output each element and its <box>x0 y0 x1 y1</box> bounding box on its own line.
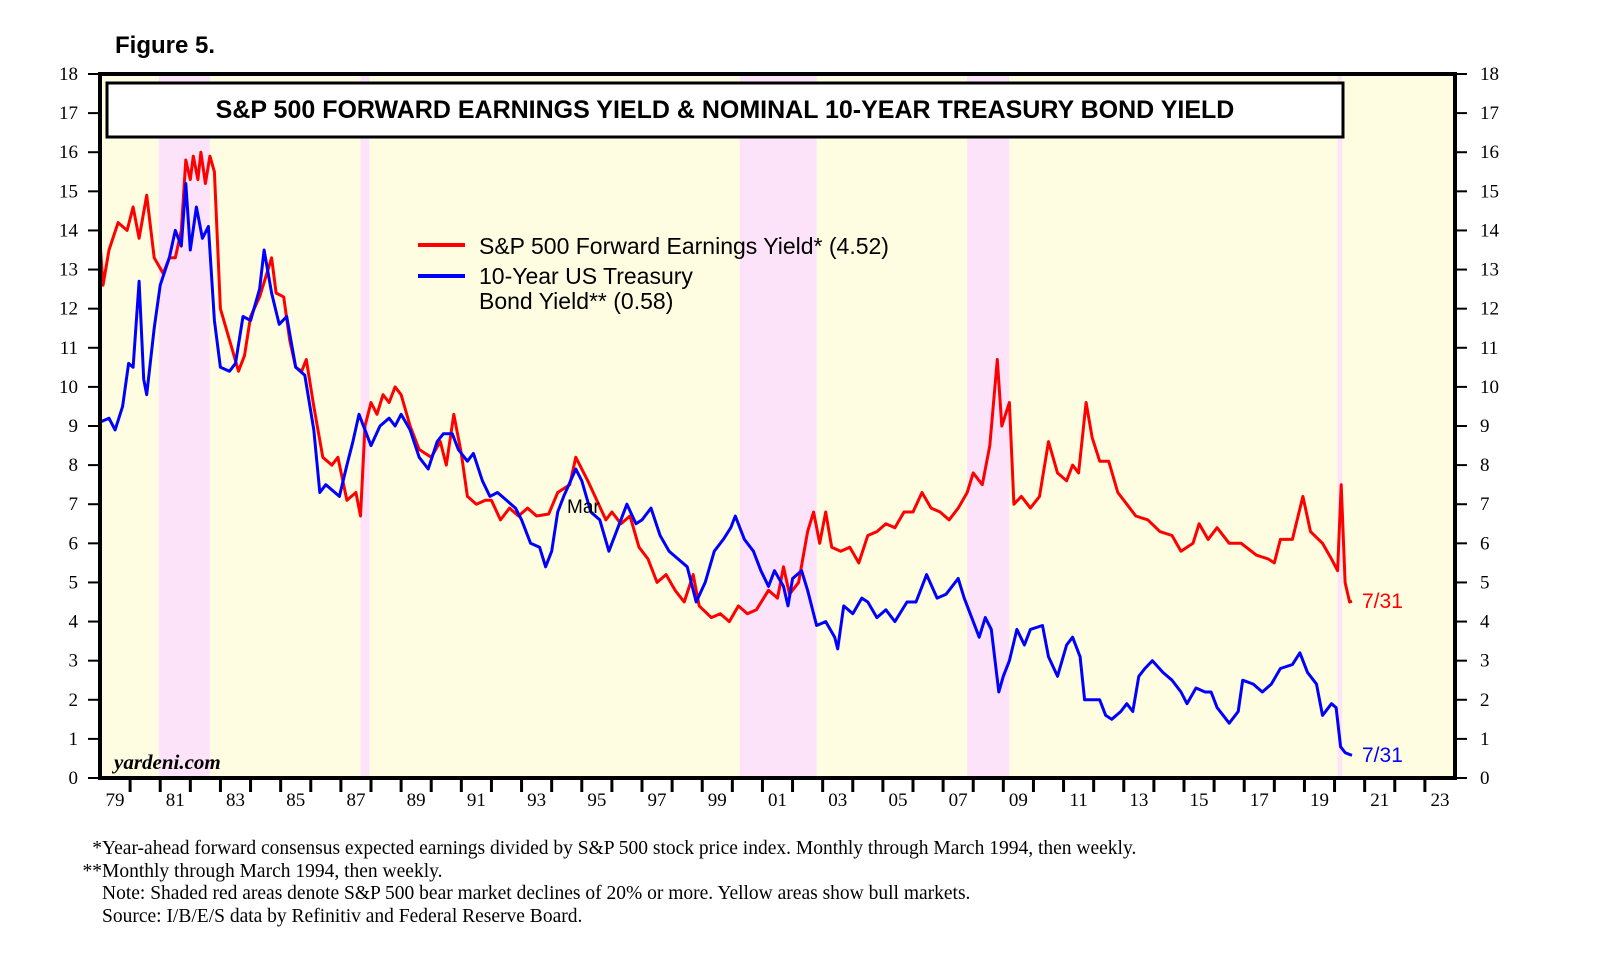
x-tick-label: 01 <box>768 790 787 811</box>
y-tick-label-right: 10 <box>1480 377 1499 398</box>
y-tick-label-right: 17 <box>1480 103 1499 124</box>
x-tick-label: 83 <box>226 790 245 811</box>
x-tick-label: 15 <box>1190 790 1209 811</box>
y-tick-label-right: 15 <box>1480 181 1499 202</box>
watermark: yardeni.com <box>111 750 221 774</box>
x-tick-label: 09 <box>1009 790 1028 811</box>
y-tick-label-left: 4 <box>69 612 79 633</box>
y-tick-label-right: 2 <box>1480 690 1490 711</box>
y-tick-label-right: 7 <box>1480 494 1490 515</box>
legend: S&P 500 Forward Earnings Yield* (4.52) 1… <box>418 233 889 314</box>
figure-label: Figure 5. <box>115 32 216 59</box>
x-tick-label: 21 <box>1370 790 1389 811</box>
x-tick-label: 93 <box>527 790 546 811</box>
y-tick-label-right: 4 <box>1480 612 1490 633</box>
y-tick-label-left: 13 <box>59 260 78 281</box>
y-tick-label-right: 9 <box>1480 416 1490 437</box>
footnote: ** Monthly through March 1994, then weekl… <box>62 861 1136 884</box>
y-tick-label-right: 3 <box>1480 651 1490 672</box>
x-tick-label: 11 <box>1069 790 1087 811</box>
y-tick-label-left: 16 <box>59 142 78 163</box>
end-label-red: 7/31 <box>1362 590 1403 613</box>
y-tick-label-left: 5 <box>69 572 79 593</box>
x-tick-label: 91 <box>467 790 486 811</box>
y-tick-label-left: 11 <box>60 338 78 359</box>
footnotes: * Year-ahead forward consensus expected e… <box>62 838 1137 929</box>
footnote: * Year-ahead forward consensus expected e… <box>62 838 1136 861</box>
x-tick-label: 13 <box>1129 790 1148 811</box>
y-tick-label-left: 8 <box>69 455 79 476</box>
y-tick-label-left: 15 <box>59 181 78 202</box>
x-tick-label: 07 <box>949 790 968 811</box>
y-tick-label-left: 18 <box>59 64 78 85</box>
x-tick-label: 03 <box>828 790 847 811</box>
y-tick-label-left: 9 <box>69 416 79 437</box>
x-tick-label: 81 <box>166 790 185 811</box>
chart-title: S&P 500 FORWARD EARNINGS YIELD & NOMINAL… <box>216 96 1235 124</box>
y-tick-label-left: 7 <box>69 494 79 515</box>
footnote-marker <box>62 906 102 929</box>
bear-market-band <box>739 74 817 778</box>
y-tick-label-right: 18 <box>1480 64 1499 85</box>
x-tick-label: 17 <box>1250 790 1269 811</box>
y-tick-label-right: 16 <box>1480 142 1499 163</box>
y-tick-label-right: 14 <box>1480 220 1500 241</box>
y-tick-label-right: 13 <box>1480 260 1499 281</box>
treasury-yield-line <box>99 182 1353 757</box>
y-tick-label-right: 5 <box>1480 572 1490 593</box>
footnote: Note: Shaded red areas denote S&P 500 be… <box>62 883 1136 906</box>
footnote-text: Note: Shaded red areas denote S&P 500 be… <box>102 883 971 904</box>
legend-label-red: S&P 500 Forward Earnings Yield* (4.52) <box>479 233 889 259</box>
footnote-text: Monthly through March 1994, then weekly. <box>102 860 443 882</box>
y-tick-label-left: 17 <box>59 103 78 124</box>
y-tick-label-left: 2 <box>69 690 79 711</box>
y-tick-label-right: 12 <box>1480 299 1499 320</box>
y-tick-label-left: 1 <box>69 729 79 750</box>
annotation-mar: Mar <box>567 497 600 518</box>
x-tick-label: 23 <box>1430 790 1449 811</box>
x-tick-label: 95 <box>587 790 606 811</box>
y-tick-label-left: 3 <box>69 651 79 672</box>
y-tick-label-right: 11 <box>1480 338 1498 359</box>
x-tick-label: 99 <box>708 790 727 811</box>
x-tick-label: 79 <box>106 790 125 811</box>
y-tick-label-left: 12 <box>59 299 78 320</box>
footnote-marker: ** <box>82 860 103 882</box>
footnote-marker: * <box>92 838 102 859</box>
y-tick-label-right: 0 <box>1480 768 1490 789</box>
x-tick-label: 85 <box>286 790 305 811</box>
x-tick-label: 97 <box>648 790 667 811</box>
footnote-text: Year-ahead forward consensus expected ea… <box>102 838 1137 859</box>
y-tick-label-right: 8 <box>1480 455 1490 476</box>
y-tick-label-right: 6 <box>1480 533 1490 554</box>
earnings-yield-line <box>98 150 1353 624</box>
bear-market-band <box>1337 74 1343 778</box>
x-tick-label: 89 <box>407 790 426 811</box>
x-tick-label: 05 <box>888 790 907 811</box>
footnote-text: Source: I/B/E/S data by Refinitiv and Fe… <box>102 905 583 927</box>
title-box <box>105 81 1345 139</box>
y-tick-label-right: 1 <box>1480 729 1490 750</box>
y-tick-label-left: 10 <box>59 377 78 398</box>
y-tick-label-left: 6 <box>69 533 79 554</box>
y-tick-label-left: 0 <box>69 768 79 789</box>
x-tick-label: 19 <box>1310 790 1329 811</box>
legend-label-blue-line2: Bond Yield** (0.58) <box>479 288 673 314</box>
footnote-marker <box>62 883 102 906</box>
footnote: Source: I/B/E/S data by Refinitiv and Fe… <box>62 906 1136 929</box>
end-label-blue: 7/31 <box>1362 744 1403 767</box>
legend-label-blue-line1: 10-Year US Treasury <box>479 263 693 289</box>
x-tick-label: 87 <box>346 790 365 811</box>
y-tick-label-left: 14 <box>59 220 79 241</box>
